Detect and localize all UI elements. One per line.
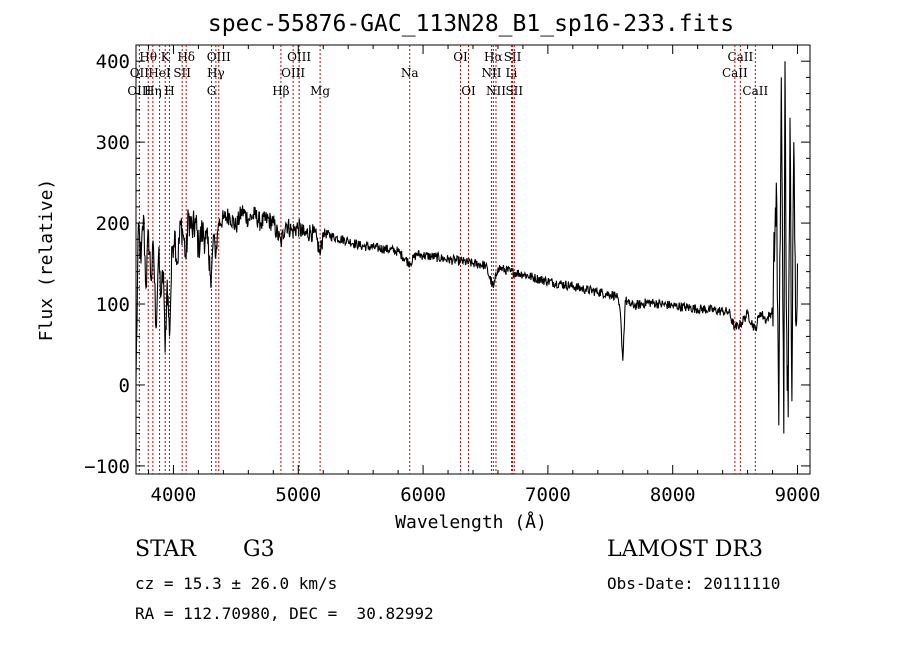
spectral-line-label: OIII <box>207 50 231 64</box>
spectral-line-label: SII <box>505 84 523 98</box>
spectral-line-label: OIII <box>287 50 311 64</box>
spectral-line-markers: Hθ OII OIII K HeI Hη SII H Hδ OIII Hγ G Hβ OIII OIII Mg… <box>127 45 768 474</box>
ra-dec: RA = 112.70980, DEC = 30.82992 <box>135 604 434 623</box>
spectral-line-label: G <box>207 84 217 98</box>
object-subclass: G3 <box>243 537 275 562</box>
axis-ticks: 4000 5000 6000 7000 8000 9000 −100 0 100 200 300 40… <box>84 45 820 506</box>
y-tick-label: 300 <box>96 132 130 154</box>
x-tick-label: 5000 <box>275 484 321 506</box>
spectral-line-label: Hγ <box>207 66 225 80</box>
spectral-line-label: Na <box>401 66 419 80</box>
spectral-line-label: Hβ <box>272 84 289 98</box>
spectral-line-label: OI <box>453 50 468 64</box>
flux-series-line <box>135 61 799 434</box>
spectral-line-label: NII <box>481 66 501 80</box>
spectral-line-label: CaII <box>727 50 753 64</box>
spectral-line-label: CaII <box>742 84 768 98</box>
x-tick-label: 4000 <box>151 484 197 506</box>
chart-title: spec-55876-GAC_113N28_B1_sp16-233.fits <box>208 11 734 37</box>
object-class: STAR <box>135 537 196 562</box>
spectral-line-label: HeI <box>148 66 171 80</box>
x-tick-label: 9000 <box>775 484 821 506</box>
spectrum-chart: Hθ OII OIII K HeI Hη SII H Hδ OIII Hγ G Hβ OIII OIII Mg… <box>36 11 820 533</box>
x-tick-label: 6000 <box>400 484 446 506</box>
y-tick-label: 0 <box>119 375 130 397</box>
spectral-line-label: Mg <box>310 84 330 98</box>
y-tick-label: −100 <box>84 456 130 478</box>
x-tick-label: 8000 <box>650 484 696 506</box>
spectral-line-label: Hα <box>484 50 503 64</box>
x-axis-label: Wavelength (Å) <box>395 511 547 533</box>
spectral-line-label: SII <box>173 66 191 80</box>
spectral-line-label: OIII <box>127 84 151 98</box>
observation-date: Obs-Date: 20111110 <box>607 574 781 593</box>
spectral-line-label: OII <box>130 66 150 80</box>
y-axis-label: Flux (relative) <box>36 179 57 342</box>
y-tick-label: 100 <box>96 294 130 316</box>
spectral-line-label: Hθ <box>139 50 157 64</box>
spectral-line-label: NII <box>486 84 506 98</box>
spectral-line-label: OI <box>461 84 476 98</box>
spectral-line-label: CaII <box>722 66 748 80</box>
spectral-line-label: K <box>161 50 171 64</box>
spectral-line-label: SII <box>504 50 522 64</box>
y-tick-label: 200 <box>96 213 130 235</box>
y-tick-label: 400 <box>96 51 130 73</box>
redshift-cz: cz = 15.3 ± 26.0 km/s <box>135 574 338 593</box>
survey-name: LAMOST DR3 <box>607 537 763 562</box>
spectral-line-label: OIII <box>281 66 305 80</box>
plot-frame <box>135 44 811 475</box>
x-tick-label: 7000 <box>525 484 571 506</box>
spectral-line-label: Hη <box>144 84 162 98</box>
spectral-line-label: Li <box>506 66 518 80</box>
spectral-line-label: Hδ <box>177 50 195 64</box>
spectral-line-label: H <box>164 84 174 98</box>
